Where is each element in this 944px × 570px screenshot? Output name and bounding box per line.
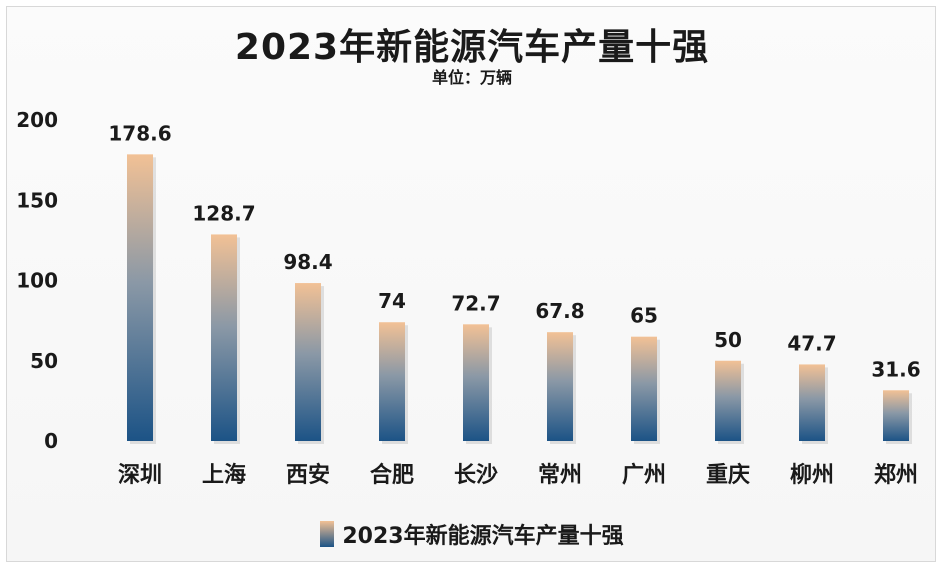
y-tick-label: 50 — [30, 349, 58, 373]
x-tick-label: 上海 — [202, 462, 246, 488]
data-label: 67.8 — [535, 299, 584, 323]
data-label: 47.7 — [787, 331, 836, 355]
y-tick-label: 200 — [16, 108, 58, 132]
x-tick-label: 西安 — [286, 462, 330, 488]
chart-title: 2023年新能源汽车产量十强 — [234, 27, 710, 68]
legend-label: 2023年新能源汽车产量十强 — [342, 524, 624, 549]
bar — [547, 332, 573, 441]
bar — [379, 322, 405, 441]
data-label: 98.4 — [283, 250, 332, 274]
bar — [631, 336, 657, 441]
data-label: 178.6 — [108, 121, 171, 145]
legend-swatch — [320, 521, 335, 547]
y-tick-label: 150 — [16, 188, 58, 212]
x-tick-label: 长沙 — [454, 463, 498, 488]
x-tick-label: 合肥 — [370, 462, 414, 488]
bar — [715, 360, 741, 441]
chart-subtitle: 单位：万辆 — [431, 68, 512, 87]
data-label: 72.7 — [451, 291, 500, 315]
y-tick-label: 0 — [44, 429, 58, 453]
y-axis: 0 50 100 150 200 — [16, 108, 58, 453]
legend: 2023年新能源汽车产量十强 — [0, 518, 944, 550]
x-tick-label: 柳州 — [790, 462, 834, 488]
x-tick-label: 重庆 — [706, 462, 750, 488]
bar — [127, 154, 153, 442]
bar — [883, 390, 909, 441]
data-labels: 178.6 128.7 98.4 74 72.7 67.8 65 50 47.7 31.6 — [108, 121, 920, 381]
y-tick-label: 100 — [16, 269, 58, 293]
chart-frame — [6, 6, 936, 562]
bars — [127, 154, 912, 445]
bar — [799, 364, 825, 441]
data-label: 65 — [630, 304, 658, 328]
x-tick-label: 深圳 — [118, 463, 162, 488]
data-label: 31.6 — [871, 357, 920, 381]
data-label: 50 — [714, 328, 742, 352]
bar — [295, 283, 321, 441]
x-tick-label: 广州 — [622, 462, 666, 488]
bar — [211, 234, 237, 441]
x-tick-label: 郑州 — [874, 463, 918, 488]
bar — [463, 324, 489, 441]
x-tick-label: 常州 — [538, 462, 582, 488]
x-axis: 深圳 上海 西安 合肥 长沙 常州 广州 重庆 柳州 郑州 — [118, 462, 918, 488]
data-label: 128.7 — [192, 201, 255, 225]
data-label: 74 — [378, 289, 406, 313]
